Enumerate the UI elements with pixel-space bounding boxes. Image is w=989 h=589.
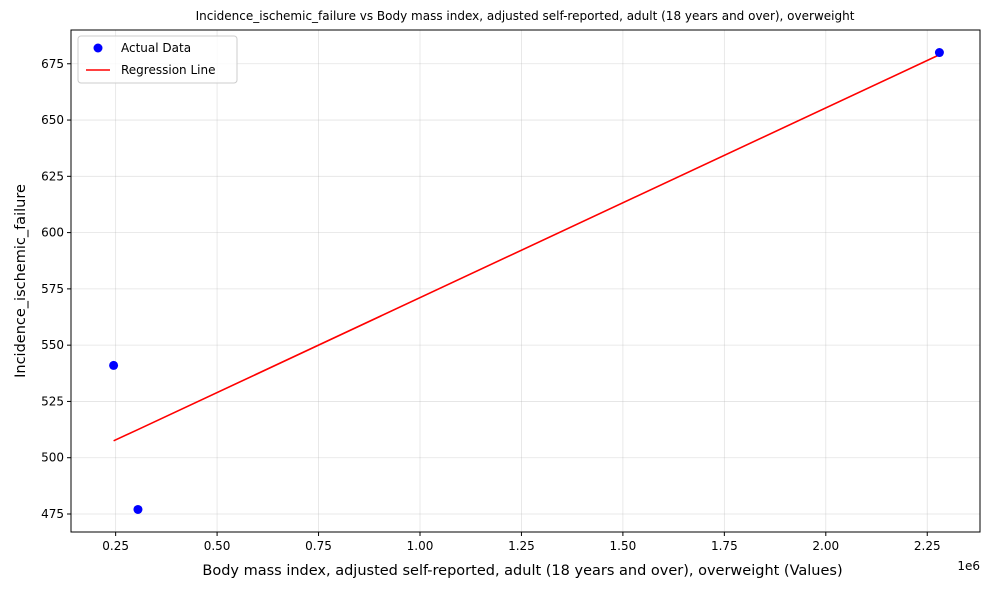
series-layer: [109, 48, 944, 514]
x-tick-label: 1.75: [711, 539, 738, 553]
y-tick-label: 500: [41, 451, 64, 465]
y-tick-label: 675: [41, 57, 64, 71]
x-tick-label: 1.25: [508, 539, 535, 553]
legend-label: Regression Line: [121, 63, 215, 77]
x-tick-label: 2.25: [914, 539, 941, 553]
x-axis-offset-label: 1e6: [957, 559, 980, 573]
legend-label: Actual Data: [121, 41, 191, 55]
chart-title: Incidence_ischemic_failure vs Body mass …: [196, 9, 855, 23]
y-axis-label: Incidence_ischemic_failure: [13, 184, 29, 378]
legend-box: [77, 35, 238, 84]
grid: [71, 30, 980, 532]
y-tick-label: 525: [41, 394, 64, 408]
plot-frame: [70, 29, 981, 533]
x-tick-label: 0.75: [305, 539, 332, 553]
data-point: [109, 360, 119, 370]
data-point: [934, 48, 944, 58]
data-point: [133, 504, 143, 514]
x-tick-label: 0.25: [102, 539, 129, 553]
y-tick-label: 625: [41, 169, 64, 183]
y-axis-ticks: 475 500 525 550 575 600 625 650 675: [41, 57, 71, 521]
x-tick-label: 1.00: [407, 539, 434, 553]
x-tick-label: 0.50: [204, 539, 231, 553]
y-tick-label: 475: [41, 507, 64, 521]
legend-marker-actual-data: [93, 43, 103, 53]
x-axis-ticks: 0.25 0.50 0.75 1.00 1.25 1.50 1.75 2.00 2.25: [102, 532, 941, 553]
y-tick-label: 550: [41, 338, 64, 352]
y-tick-label: 600: [41, 226, 64, 240]
x-tick-label: 1.50: [610, 539, 637, 553]
legend: Actual Data Regression Line: [77, 35, 238, 84]
regression-line: [113, 54, 940, 442]
x-tick-label: 2.00: [812, 539, 839, 553]
y-tick-label: 650: [41, 113, 64, 127]
x-axis-label: Body mass index, adjusted self-reported,…: [202, 563, 842, 579]
y-tick-label: 575: [41, 282, 64, 296]
